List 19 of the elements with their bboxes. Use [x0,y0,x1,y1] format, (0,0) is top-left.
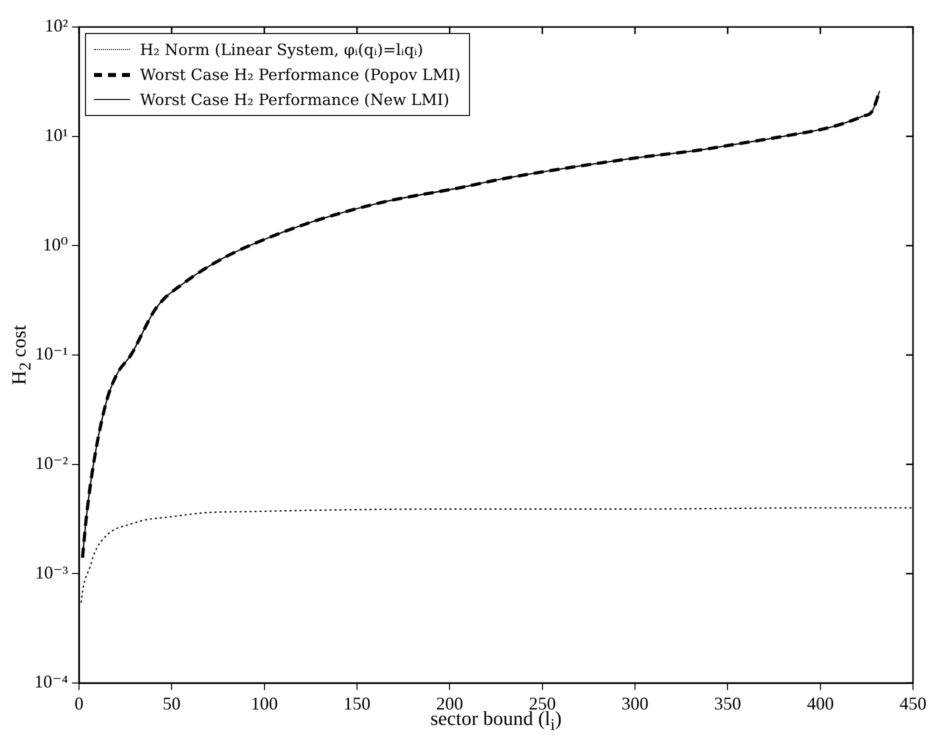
legend-label: Worst Case H₂ Performance (Popov LMI) [140,66,460,84]
y-tick-label: 10⁻⁴ [34,672,68,692]
x-tick-label: 200 [436,694,464,714]
x-tick-label: 300 [622,694,648,714]
y-tick-label: 10⁻² [35,453,68,474]
y-tick-label: 10⁰ [42,234,68,254]
x-tick-label: 50 [162,694,181,714]
y-tick-label: 10² [44,16,68,36]
x-tick-label: 450 [900,694,926,714]
x-tick-label: 350 [714,694,742,714]
x-tick-label: 400 [806,694,834,714]
y-tick-label: 10⁻¹ [35,344,68,364]
legend-label: H₂ Norm (Linear System, φᵢ(qᵢ)=lᵢqᵢ) [140,40,424,58]
legend-label: Worst Case H₂ Performance (New LMI) [140,90,450,108]
x-tick-label: 0 [74,694,84,714]
y-tick-label: 10⁻³ [35,562,69,582]
x-tick-label: 150 [344,694,370,714]
y-tick-label: 10¹ [44,125,68,146]
x-tick-label: 100 [250,694,278,714]
